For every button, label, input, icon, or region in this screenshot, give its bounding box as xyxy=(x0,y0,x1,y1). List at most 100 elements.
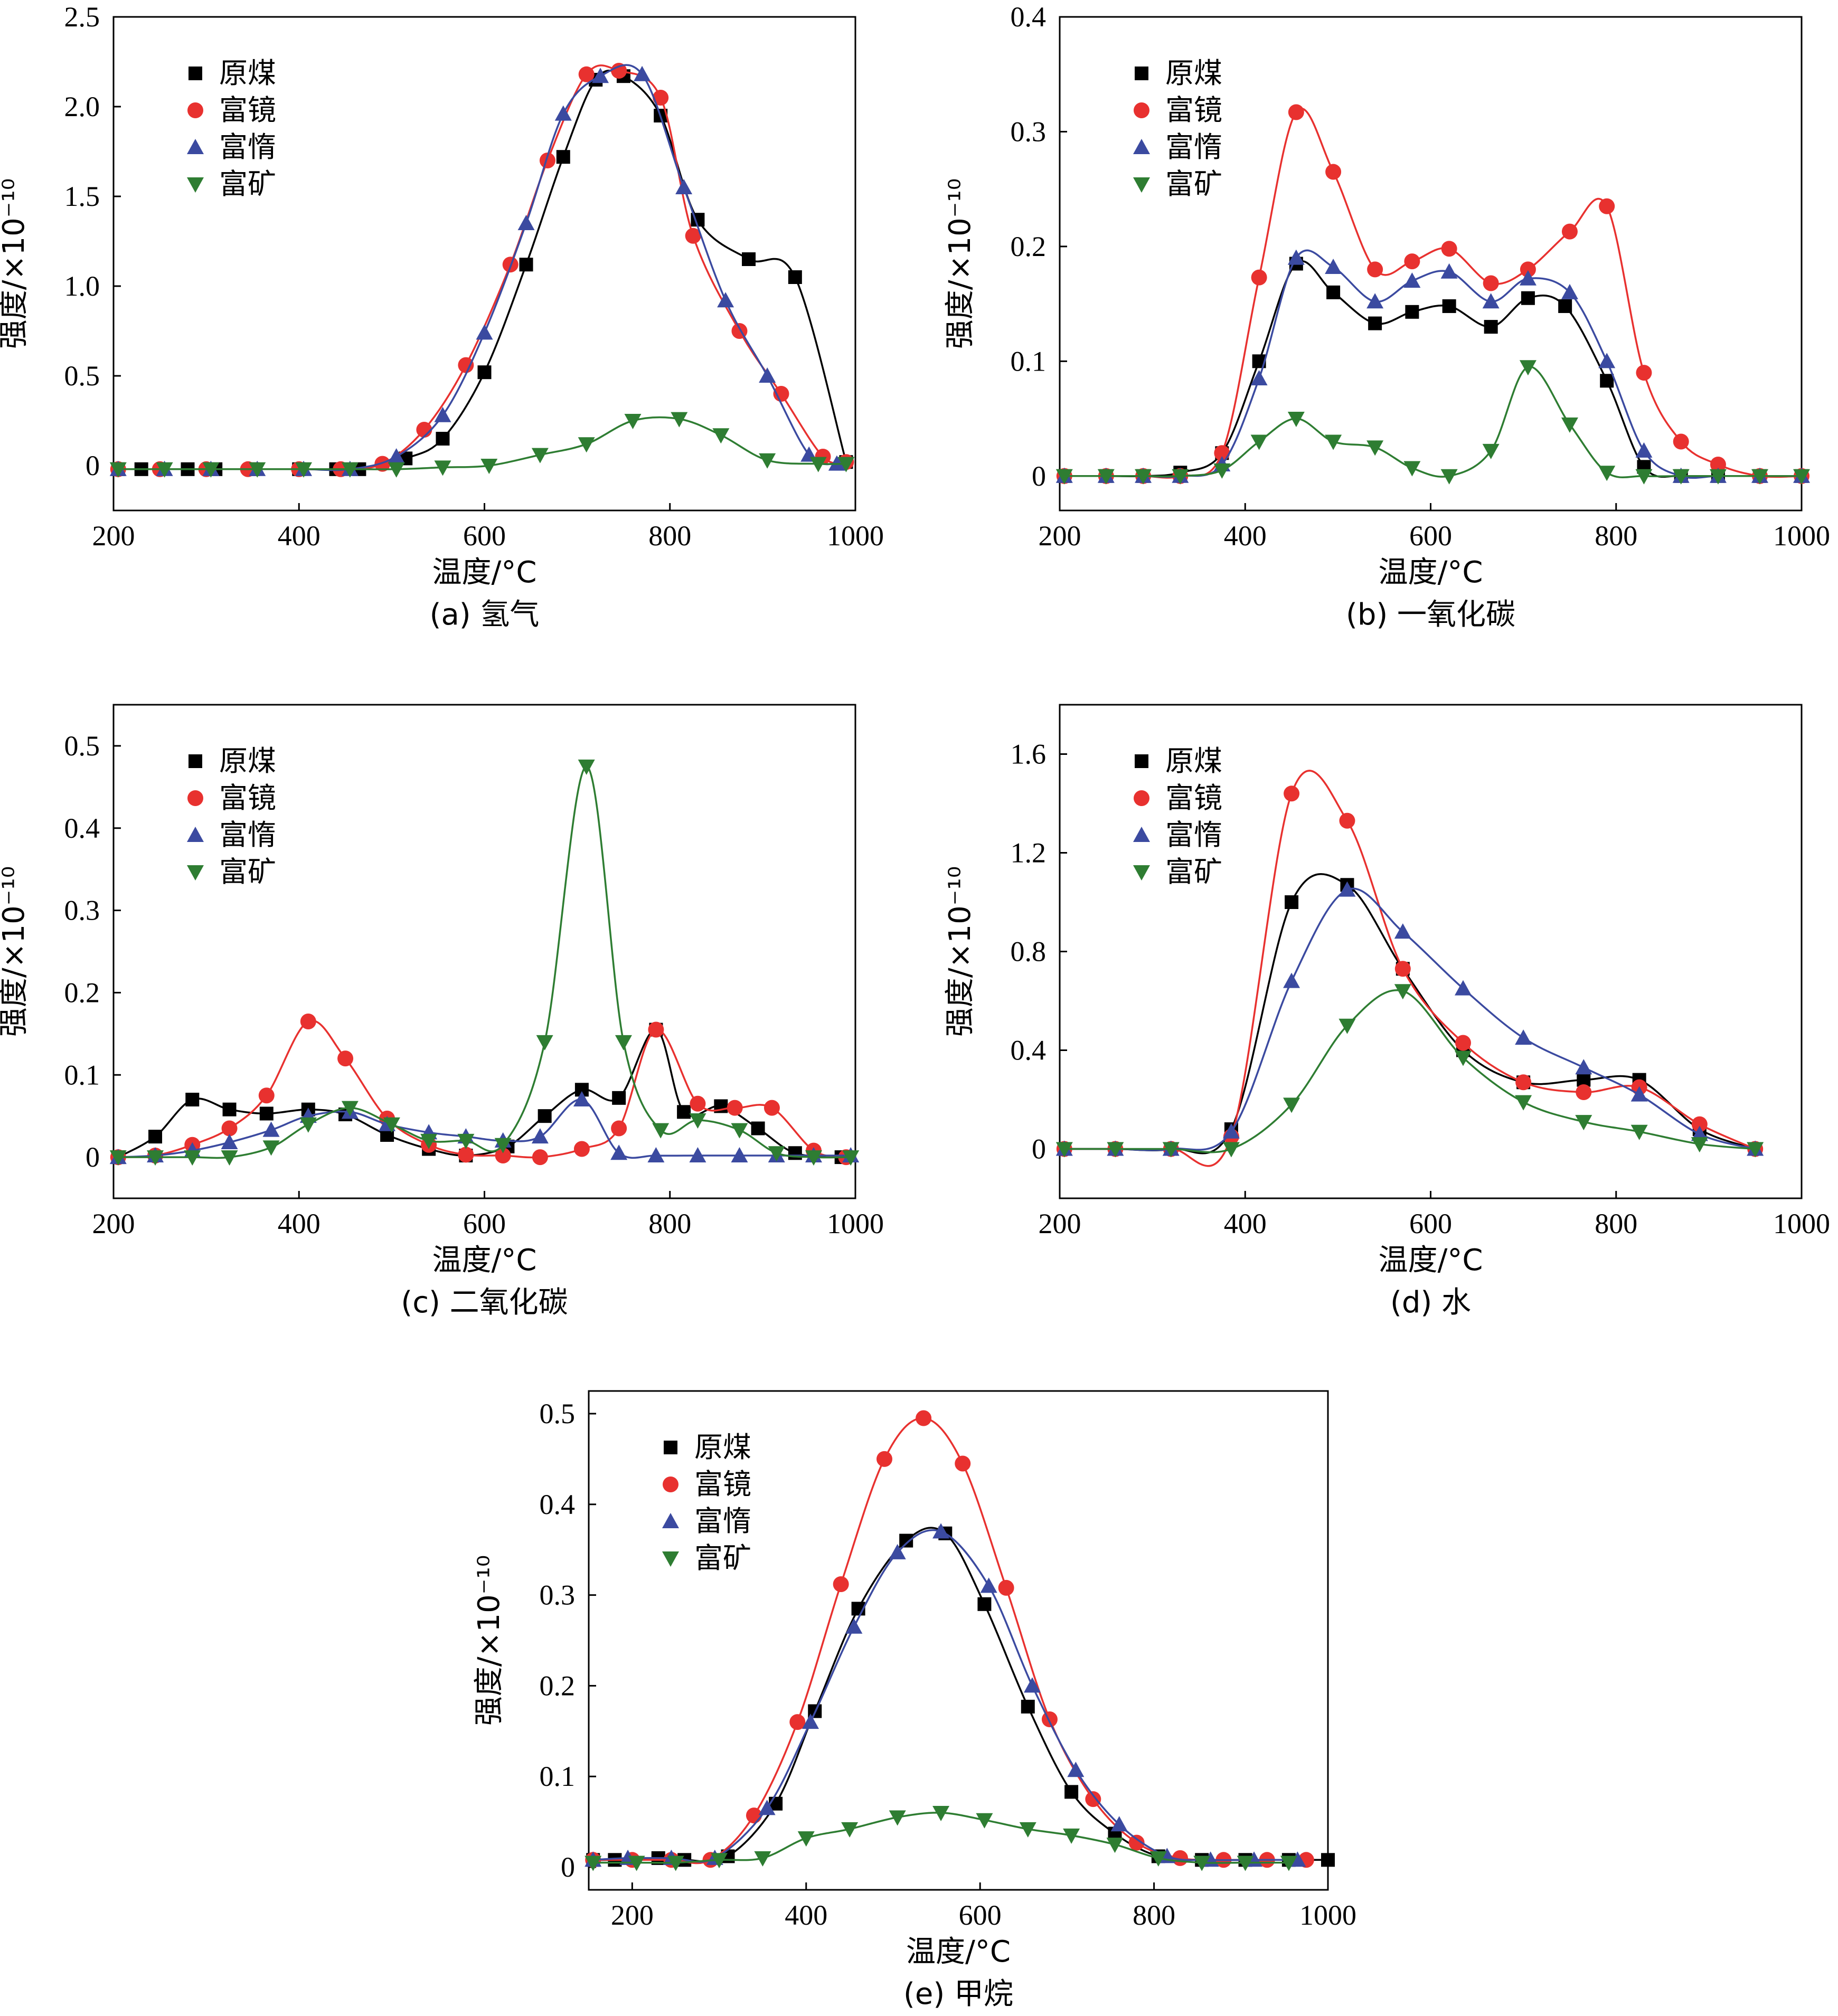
x-tick-label: 1000 xyxy=(1299,1899,1356,1931)
legend-marker xyxy=(187,102,203,118)
series-0 xyxy=(1057,873,1762,1156)
data-point xyxy=(648,1021,664,1038)
x-tick-label: 1000 xyxy=(1773,520,1830,552)
x-tick-label: 200 xyxy=(92,520,135,552)
data-point xyxy=(1793,469,1810,485)
data-point xyxy=(1576,1084,1592,1100)
data-point xyxy=(751,1121,765,1135)
series-2 xyxy=(1055,881,1764,1156)
series-line xyxy=(1064,107,1802,479)
data-point xyxy=(420,1133,438,1149)
data-point xyxy=(1251,269,1267,286)
data-point xyxy=(1193,1856,1211,1871)
series-2 xyxy=(1055,249,1810,483)
data-point xyxy=(899,1534,913,1548)
data-point xyxy=(531,1128,549,1144)
legend-label: 富惰 xyxy=(1165,818,1222,851)
data-point xyxy=(556,150,570,164)
x-tick-label: 800 xyxy=(648,520,691,552)
data-point xyxy=(1751,469,1768,485)
data-point xyxy=(1515,1074,1532,1091)
y-tick-label: 0.5 xyxy=(64,730,100,762)
data-point xyxy=(480,459,498,474)
legend-label: 富矿 xyxy=(1165,855,1222,888)
y-tick-label: 0.5 xyxy=(64,360,100,392)
legend-label: 富镜 xyxy=(1165,93,1222,127)
data-point xyxy=(1558,299,1572,313)
data-point xyxy=(1561,223,1578,240)
y-tick-label: 0.2 xyxy=(1011,231,1047,262)
data-point xyxy=(1055,469,1073,485)
data-point xyxy=(1483,275,1499,291)
data-point xyxy=(1710,457,1726,473)
data-point xyxy=(578,437,595,453)
data-point xyxy=(1403,461,1421,477)
data-point xyxy=(585,1856,602,1871)
x-axis-title: 温度/°C xyxy=(906,1935,1011,1969)
data-point xyxy=(759,367,776,383)
x-tick-label: 600 xyxy=(1409,520,1452,552)
data-point xyxy=(554,105,572,121)
data-point xyxy=(1515,1095,1532,1111)
legend-marker xyxy=(1133,827,1150,842)
data-point xyxy=(1021,1699,1035,1714)
data-point xyxy=(1636,365,1652,381)
data-point xyxy=(147,1150,164,1166)
data-point xyxy=(388,448,405,463)
data-point xyxy=(341,1101,359,1116)
data-point xyxy=(476,324,493,340)
data-point xyxy=(833,1576,849,1592)
data-point xyxy=(667,1856,684,1871)
chart-a: 200 400 600 800 1000 0 0.5 1.0 1.5 2.0 2.5 温度/°C 强度/… xyxy=(0,1,884,632)
data-point xyxy=(1067,1762,1085,1777)
legend-marker xyxy=(188,67,202,80)
chart-caption: (d) 水 xyxy=(1390,1285,1471,1320)
data-point xyxy=(1600,374,1614,388)
data-point xyxy=(916,1410,932,1426)
data-point xyxy=(977,1597,992,1611)
legend-marker xyxy=(187,790,203,806)
chart-caption: (a) 氢气 xyxy=(430,598,540,632)
x-tick-label: 200 xyxy=(611,1899,654,1931)
legend-label: 富惰 xyxy=(219,818,276,851)
data-point xyxy=(1440,469,1458,485)
y-tick-label: 0 xyxy=(1032,460,1046,492)
data-point xyxy=(434,406,451,422)
data-point xyxy=(615,1035,632,1050)
data-point xyxy=(578,66,595,82)
data-point xyxy=(1575,1059,1592,1075)
data-point xyxy=(1630,1086,1648,1102)
data-point xyxy=(1482,293,1500,309)
y-axis-title: 强度/×10⁻¹⁰ xyxy=(472,1555,506,1726)
data-point xyxy=(754,1851,771,1867)
data-point xyxy=(1598,466,1616,481)
data-point xyxy=(1321,1853,1335,1867)
legend-marker xyxy=(1133,865,1150,881)
x-axis-title: 温度/°C xyxy=(1379,555,1483,590)
series-0 xyxy=(1057,257,1808,483)
data-point xyxy=(1709,469,1727,485)
data-point xyxy=(457,1133,475,1149)
data-point xyxy=(1484,320,1498,334)
series-line xyxy=(1064,366,1802,479)
series-3 xyxy=(109,759,860,1166)
y-tick-label: 2.5 xyxy=(64,1,100,33)
y-tick-label: 0.1 xyxy=(64,1059,100,1091)
data-point xyxy=(889,1810,906,1826)
y-tick-label: 1.6 xyxy=(1011,739,1047,770)
data-point xyxy=(185,1093,200,1106)
series-line xyxy=(1064,260,1802,478)
data-point xyxy=(1366,293,1384,309)
x-tick-label: 800 xyxy=(1595,520,1637,552)
x-tick-label: 600 xyxy=(1409,1208,1452,1239)
data-point xyxy=(671,412,688,428)
data-point xyxy=(980,1577,997,1593)
data-point xyxy=(788,1146,802,1160)
data-point xyxy=(341,462,359,478)
data-point xyxy=(1630,1124,1648,1140)
data-point xyxy=(458,1147,474,1163)
series-3 xyxy=(109,412,855,478)
legend-label: 原煤 xyxy=(1165,744,1222,778)
data-point xyxy=(1339,1018,1356,1034)
